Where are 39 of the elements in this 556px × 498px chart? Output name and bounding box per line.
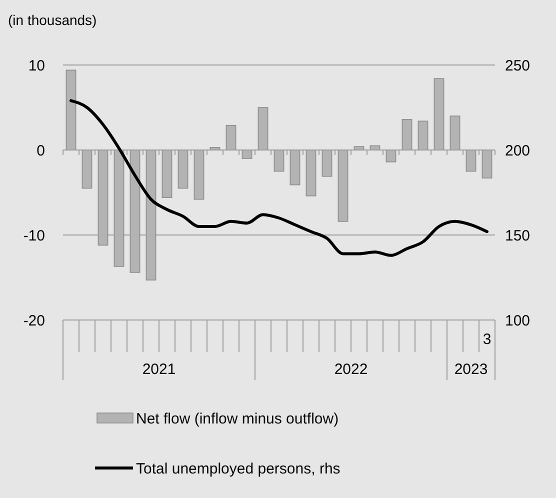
bar	[274, 150, 284, 172]
bar	[338, 150, 348, 222]
y-tick-label: 0	[36, 142, 45, 160]
bar	[418, 120, 428, 150]
bar	[146, 150, 156, 280]
bar	[130, 150, 140, 273]
bar	[306, 150, 316, 196]
bar	[386, 150, 396, 162]
y-tick-label: -20	[23, 312, 45, 330]
text: 2022	[334, 361, 368, 378]
bar	[482, 150, 492, 178]
bar	[66, 70, 76, 150]
bar	[194, 150, 204, 200]
y2-tick-label: 250	[505, 57, 530, 74]
text: 2021	[142, 361, 176, 378]
bar	[290, 150, 300, 186]
x-tick-label: 3	[482, 331, 492, 348]
bar	[466, 150, 476, 172]
bar	[434, 78, 444, 150]
bar	[226, 124, 236, 150]
bar	[450, 116, 460, 150]
bar	[402, 119, 412, 150]
y2-tick-label: 150	[505, 227, 530, 244]
bar	[98, 150, 108, 246]
line-series	[70, 99, 488, 257]
y-tick-label: -10	[23, 227, 45, 244]
y2-tick-label: 100	[505, 312, 530, 330]
text: 2023	[454, 361, 488, 378]
bar	[322, 150, 332, 177]
bar	[162, 150, 172, 198]
bar	[82, 150, 92, 189]
chart-title: (in thousands)	[8, 12, 97, 28]
legend-label: Net flow (inflow minus outflow)	[136, 410, 339, 428]
y-tick-label: 10	[28, 57, 45, 74]
bar	[178, 150, 188, 189]
bar	[114, 150, 124, 267]
bar	[258, 107, 268, 150]
y2-tick-label: 200	[505, 142, 530, 160]
legend-label: Total unemployed persons, rhs	[136, 460, 340, 478]
